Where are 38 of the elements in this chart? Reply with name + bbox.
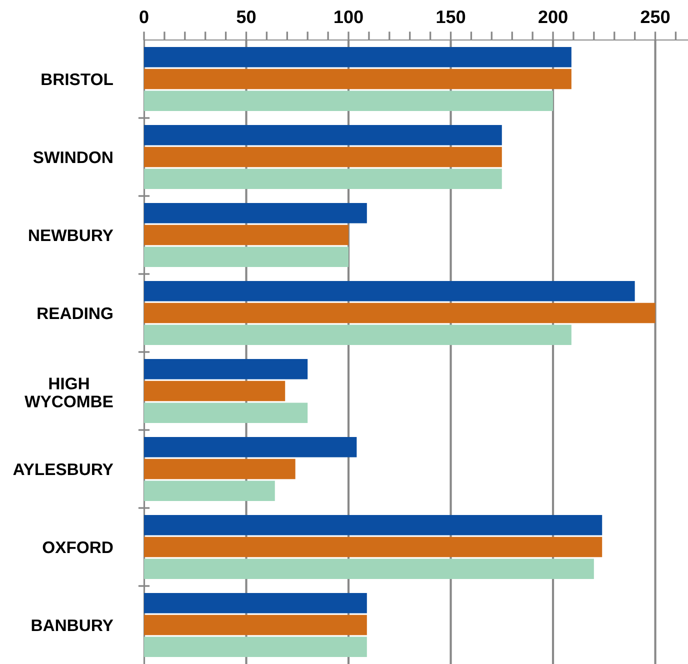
- bar: [144, 458, 296, 480]
- bar: [144, 558, 594, 579]
- bar: [144, 125, 502, 146]
- bar: [144, 480, 275, 501]
- y-tick-label: NEWBURY: [29, 230, 114, 242]
- y-tick-label: AYLESBURY: [13, 463, 114, 476]
- bar: [144, 359, 308, 380]
- y-tick-label: OXFORD: [42, 541, 113, 554]
- x-tick-label: 100: [334, 10, 363, 24]
- y-tick-label: BANBURY: [32, 620, 114, 632]
- y-tick-label: READING: [38, 307, 112, 320]
- bar: [144, 593, 367, 614]
- bar: [144, 636, 367, 657]
- bar: [144, 146, 502, 168]
- x-tick-label: 150: [436, 10, 466, 24]
- x-tick-label: 200: [538, 10, 568, 24]
- bar: [144, 68, 572, 90]
- bar: [144, 168, 502, 189]
- bar: [144, 402, 308, 423]
- bar: [144, 614, 367, 636]
- x-tick-label: 50: [236, 10, 256, 24]
- bar: [144, 302, 656, 324]
- bar: [144, 324, 572, 345]
- bar: [144, 203, 367, 224]
- bar: [144, 380, 286, 402]
- bar: [144, 90, 554, 111]
- y-tick-label: SWINDON: [33, 151, 112, 164]
- bar: [144, 515, 602, 536]
- x-tick-label: 0: [140, 10, 148, 24]
- y-tick-label: BRISTOL: [42, 73, 113, 86]
- x-tick-label: 250: [640, 10, 670, 24]
- bar: [144, 246, 349, 267]
- bar: [144, 536, 602, 558]
- bar: [144, 47, 572, 68]
- bar: [144, 281, 635, 302]
- bar: [144, 224, 349, 246]
- y-tick-label: HIGH WYCOMBE: [24, 378, 113, 408]
- bar: [144, 437, 357, 458]
